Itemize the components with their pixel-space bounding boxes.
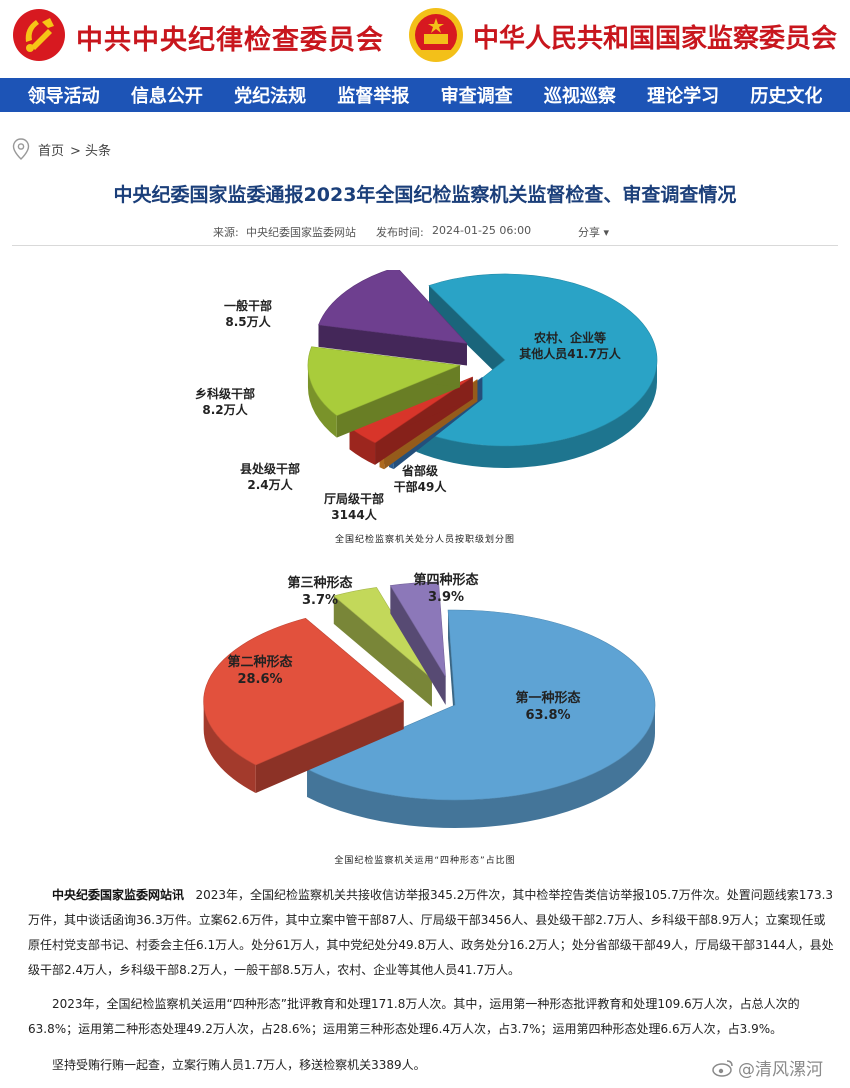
pie-label-0-5: 一般干部 8.5万人 — [224, 298, 272, 329]
nav-item-regulations[interactable]: 党纪法规 — [234, 86, 307, 107]
watermark-text: @清风漯河 — [738, 1060, 823, 1080]
pie-label-0-1: 省部级干部49人 — [394, 463, 448, 494]
nav-item-theory[interactable]: 理论学习 — [647, 86, 720, 107]
nav-item-disclosure[interactable]: 信息公开 — [130, 86, 203, 107]
main-nav: 领导活动 信息公开 党纪法规 监督举报 审查调查 巡视巡察 理论学习 历史文化 — [0, 78, 850, 112]
source-label: 来源: — [213, 226, 239, 239]
nav-item-report[interactable]: 监督举报 — [337, 86, 410, 107]
pie-label-1-3: 第四种形态 3.9% — [413, 572, 478, 605]
paragraph-2: 2023年，全国纪检监察机关运用“四种形态”批评教育和处理171.8万人次。其中… — [28, 997, 800, 1036]
chart-forms-svg: 第一种形态 63.8% 第二种形态 28.6% 第三种形态 3.7% 第四种形态 3.9% — [203, 572, 656, 828]
share-button[interactable]: 分享 ▾ — [578, 226, 610, 239]
site-header: 中共中央纪律检查委员会 中华人民共和国国家监察委员会 — [0, 0, 850, 78]
pie-label-0-2: 厅局级干部 3144人 — [324, 491, 384, 522]
nav-item-history[interactable]: 历史文化 — [750, 86, 823, 107]
paragraph-3: 坚持受贿行贿一起查，立案行贿人员1.7万人，移送检察机关3389人。 — [52, 1058, 426, 1072]
source-name: 中央纪委国家监委网站 — [246, 226, 356, 239]
article-title: 中央纪委国家监委通报2023年全国纪检监察机关监督检查、审查调查情况 — [113, 184, 737, 206]
pie-label-1-0: 第一种形态 63.8% — [515, 690, 580, 723]
chart-forms-pie: 第一种形态 63.8% 第二种形态 28.6% 第三种形态 3.7% 第四种形态 3.9% 全… — [0, 560, 850, 870]
pie-slice-1-1 — [203, 617, 405, 794]
site-title-right[interactable]: 中华人民共和国国家监察委员会 — [473, 24, 838, 54]
pie-label-0-4: 乡科级干部 8.2万人 — [195, 386, 255, 417]
time-label: 发布时间: — [376, 226, 424, 239]
paragraph-1: 中央纪委国家监委网站讯 2023年，全国纪检监察机关共接收信访举报345.2万件… — [28, 883, 836, 983]
weibo-icon — [712, 1059, 733, 1077]
pie-slice-1-2 — [333, 587, 433, 707]
pie-label-0-3: 县处级干部 2.4万人 — [240, 461, 300, 492]
breadcrumb-current[interactable]: > 头条 — [70, 143, 112, 159]
publish-time: 2024-01-25 06:00 — [432, 224, 532, 237]
paragraph-1-lead: 中央纪委国家监委网站讯 — [52, 888, 185, 902]
site-title-left[interactable]: 中共中央纪律检查委员会 — [76, 25, 384, 56]
location-pin-icon — [12, 138, 30, 160]
pie-slice-0-4 — [307, 346, 462, 438]
pie-slice-1-3 — [389, 581, 446, 705]
pie-label-1-1: 第二种形态 28.6% — [227, 654, 292, 687]
pie-label-1-2: 第三种形态 3.7% — [287, 575, 352, 608]
pie-slice-0-5 — [318, 270, 468, 366]
chart-rank-caption: 全国纪检监察机关处分人员按职级划分图 — [334, 535, 515, 545]
paragraph-1-text: 2023年，全国纪检监察机关共接收信访举报345.2万件次，其中检举控告类信访举… — [28, 888, 834, 977]
divider — [12, 245, 838, 246]
chart-rank-pie: 农村、企业等其他人员41.7万人省部级干部49人 厅局级干部 3144人 县处级干部 2… — [0, 270, 850, 552]
party-emblem-icon[interactable] — [12, 8, 66, 62]
nav-item-investigation[interactable]: 审查调查 — [440, 86, 513, 107]
breadcrumb: 首页 > 头条 — [12, 138, 111, 160]
nav-item-leadership[interactable]: 领导活动 — [27, 86, 100, 107]
chart-forms-caption: 全国纪检监察机关运用“四种形态”占比图 — [334, 856, 516, 866]
breadcrumb-home[interactable]: 首页 — [38, 143, 65, 159]
nav-item-inspection[interactable]: 巡视巡察 — [543, 86, 616, 107]
pie-slice-1-0 — [306, 609, 656, 828]
pie-label-0-0: 农村、企业等其他人员41.7万人 — [519, 330, 622, 361]
national-emblem-icon[interactable] — [408, 6, 464, 64]
share-label: 分享 — [578, 226, 600, 239]
watermark: @清风漯河 — [712, 1055, 823, 1080]
